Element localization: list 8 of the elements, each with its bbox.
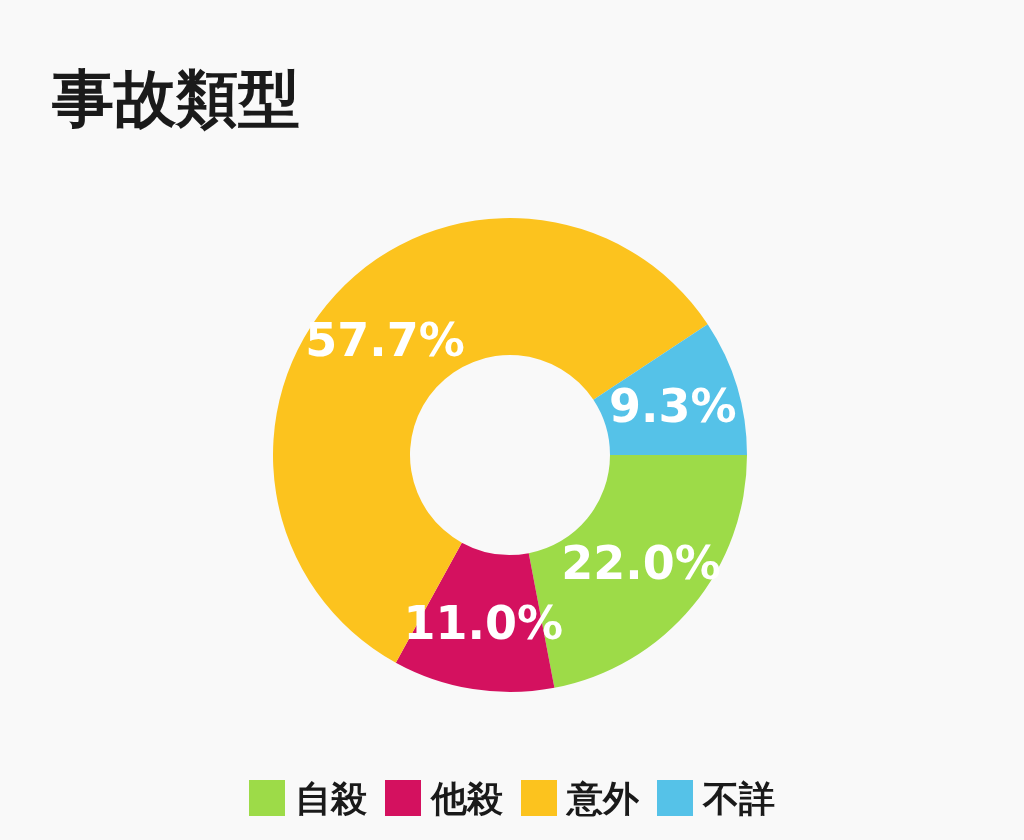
data-label: 57.7% [305, 312, 465, 367]
data-label: 9.3% [609, 379, 737, 434]
chart-title: 事故類型 [51, 62, 300, 135]
legend-label: 意外 [565, 777, 640, 819]
legend-label: 他殺 [430, 777, 503, 819]
data-label: 22.0% [561, 536, 721, 591]
legend-label: 不詳 [702, 777, 775, 819]
legend-label: 自殺 [295, 777, 367, 819]
